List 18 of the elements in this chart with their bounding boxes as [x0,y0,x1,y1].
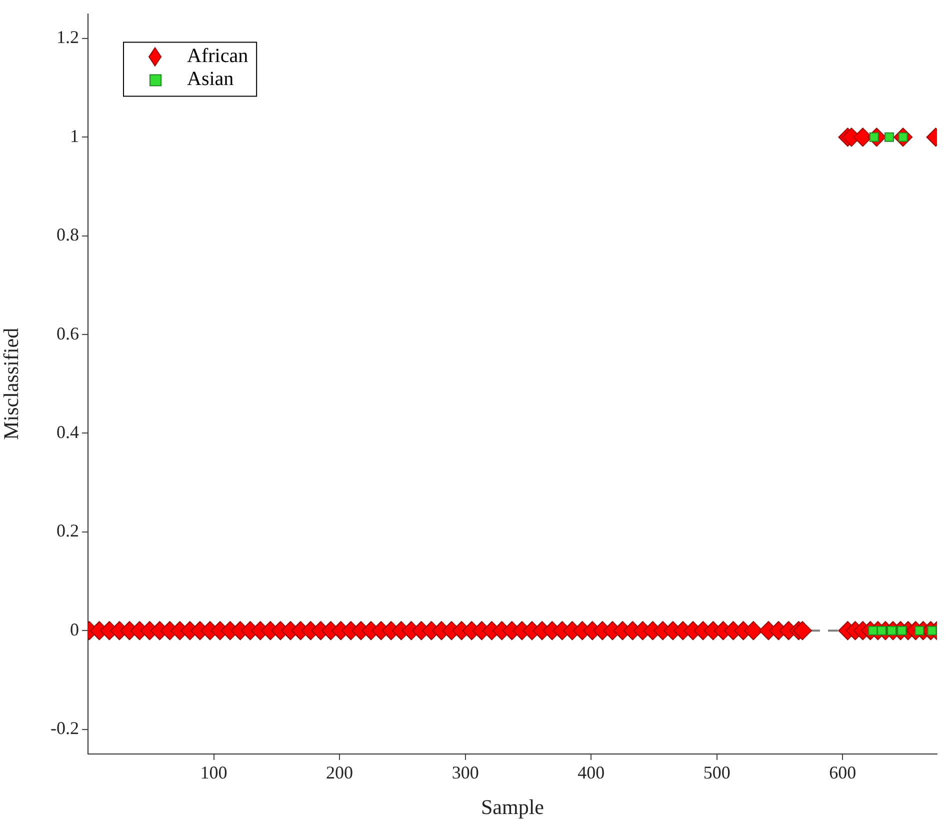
x-tick-label: 400 [578,762,605,783]
legend-label: African [187,45,248,68]
y-tick-label: 1 [70,126,79,146]
y-tick-label: 0 [70,619,79,640]
x-tick-label: 100 [200,762,228,783]
y-tick-label: 0.6 [56,323,79,344]
legend-label: Asian [187,68,234,90]
x-axis-title: Sample [481,794,544,819]
y-tick-label: -0.2 [50,718,79,738]
x-tick-label: 600 [829,762,856,783]
x-tick-label: 500 [703,762,730,783]
x-tick-label: 200 [326,762,354,783]
y-tick-label: 0.8 [56,224,79,245]
y-axis-title: Misclassified [0,327,24,440]
y-tick-label: 1.2 [56,27,79,48]
y-tick-label: 0.4 [56,422,79,442]
x-tick-label: 300 [452,762,479,783]
y-tick-label: 0.2 [56,520,79,541]
